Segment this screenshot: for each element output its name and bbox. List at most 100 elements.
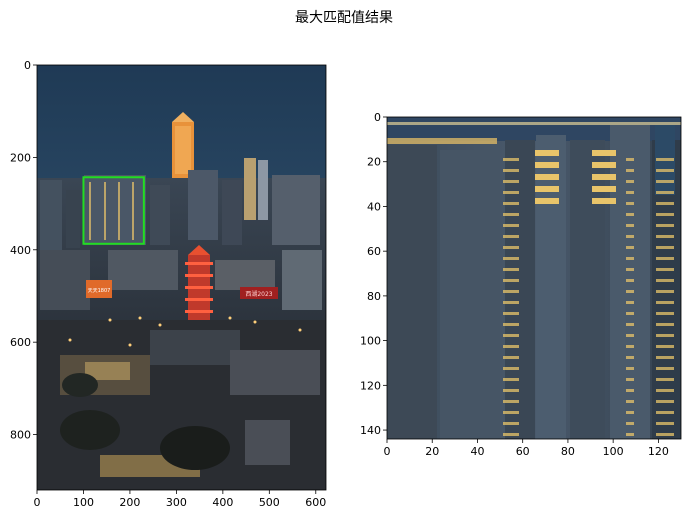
lit-tower [172, 112, 194, 178]
crop-window-rows [503, 158, 674, 436]
crop-window-row [656, 301, 674, 304]
figure-title: 最大匹配值结果 [295, 10, 393, 26]
crop-window-row [503, 389, 519, 392]
right-panel-y-tick-label: 60 [367, 245, 381, 258]
left-panel-y-tick-label: 800 [10, 429, 31, 442]
crop-window-row [656, 202, 674, 205]
crop-window-row [503, 191, 519, 194]
crop-window-row [656, 400, 674, 403]
crop-window-row [503, 235, 519, 238]
crop-window-row [503, 180, 519, 183]
right-panel-x-tick-label: 20 [425, 445, 439, 458]
crop-window-row [656, 422, 674, 425]
crop-window-row [503, 345, 519, 348]
right-image-panel: 0 20 40 60 80 100 120 0 20 40 60 80 100 120 140 [360, 111, 682, 458]
crop-window-row [626, 312, 634, 315]
crop-window-row [626, 235, 634, 238]
crop-window-row [503, 378, 519, 381]
crop-window-row [656, 246, 674, 249]
crop-window-row [626, 246, 634, 249]
right-panel-y-tick-label: 0 [374, 111, 381, 124]
left-panel-x-tick-label: 400 [212, 496, 233, 509]
billboard-red: 西湖2023 [240, 287, 278, 299]
crop-window-row [503, 422, 519, 425]
left-panel-y-tick-label: 400 [10, 244, 31, 257]
billboard-orange: 天天1807 [86, 280, 112, 298]
right-panel-x-tick-label: 0 [384, 445, 391, 458]
crop-window-row [626, 345, 634, 348]
crop-window-row [656, 224, 674, 227]
crop-window-row [626, 411, 634, 414]
right-axes-frame [386, 116, 682, 440]
crop-window-row [656, 378, 674, 381]
crop-window-row [626, 290, 634, 293]
crop-window-row [626, 323, 634, 326]
crop-window-lights-1 [535, 150, 559, 204]
left-y-axis: 0 200 400 600 800 [10, 59, 37, 442]
crop-window-row [626, 279, 634, 282]
crop-window-row [656, 411, 674, 414]
red-pagoda [185, 245, 213, 323]
crop-window-row [626, 268, 634, 271]
right-panel-x-tick-label: 60 [516, 445, 530, 458]
crop-window-row [503, 224, 519, 227]
crop-window-row [656, 334, 674, 337]
crop-window-row [503, 158, 519, 161]
crop-window-row [656, 356, 674, 359]
right-panel-x-tick-label: 120 [648, 445, 669, 458]
crop-window-row [503, 356, 519, 359]
billboard-text-2: 西湖2023 [245, 290, 272, 298]
crop-window-row [656, 312, 674, 315]
crop-window-row [626, 334, 634, 337]
lower-city [37, 320, 326, 490]
right-panel-y-tick-label: 20 [367, 156, 381, 169]
crop-window-row [503, 279, 519, 282]
left-panel-y-tick-label: 600 [10, 336, 31, 349]
crop-window-row [656, 180, 674, 183]
left-panel-y-tick-label: 200 [10, 151, 31, 164]
crop-window-row [656, 367, 674, 370]
street-lights [68, 316, 302, 347]
crop-window-row [656, 213, 674, 216]
right-panel-x-tick-label: 80 [561, 445, 575, 458]
crop-window-row [656, 389, 674, 392]
crop-window-row [503, 169, 519, 172]
crop-window-row [503, 367, 519, 370]
crop-window-row [503, 433, 519, 436]
right-y-axis: 0 20 40 60 80 100 120 140 [360, 111, 387, 437]
left-panel-y-tick-label: 0 [24, 59, 31, 72]
crop-window-row [626, 301, 634, 304]
crop-window-row [626, 356, 634, 359]
crop-window-row [503, 246, 519, 249]
right-panel-x-tick-label: 40 [470, 445, 484, 458]
crop-window-row [626, 180, 634, 183]
crop-window-row [503, 202, 519, 205]
right-panel-y-tick-label: 100 [360, 335, 381, 348]
crop-window-row [656, 433, 674, 436]
right-panel-x-tick-label: 100 [603, 445, 624, 458]
left-panel-x-tick-label: 100 [73, 496, 94, 509]
right-panel-y-tick-label: 120 [360, 379, 381, 392]
crop-window-row [626, 158, 634, 161]
crop-window-row [626, 367, 634, 370]
right-x-axis: 0 20 40 60 80 100 120 [384, 439, 669, 458]
matched-building-lights [89, 182, 134, 240]
left-image-panel: 天天1807 西湖2023 [10, 59, 327, 509]
left-panel-x-tick-label: 600 [305, 496, 326, 509]
crop-window-row [626, 378, 634, 381]
crop-window-row [503, 301, 519, 304]
crop-window-row [626, 213, 634, 216]
crop-window-row [503, 290, 519, 293]
crop-window-row [626, 433, 634, 436]
crop-window-lights-2 [592, 150, 616, 204]
crop-window-row [656, 169, 674, 172]
crop-window-row [656, 158, 674, 161]
crop-window-row [626, 389, 634, 392]
crop-window-row [656, 345, 674, 348]
crop-window-row [626, 224, 634, 227]
crop-window-row [503, 411, 519, 414]
right-panel-y-tick-label: 140 [360, 424, 381, 437]
matched-crop-photo [387, 117, 681, 439]
right-panel-y-tick-label: 40 [367, 200, 381, 213]
crop-window-row [626, 400, 634, 403]
